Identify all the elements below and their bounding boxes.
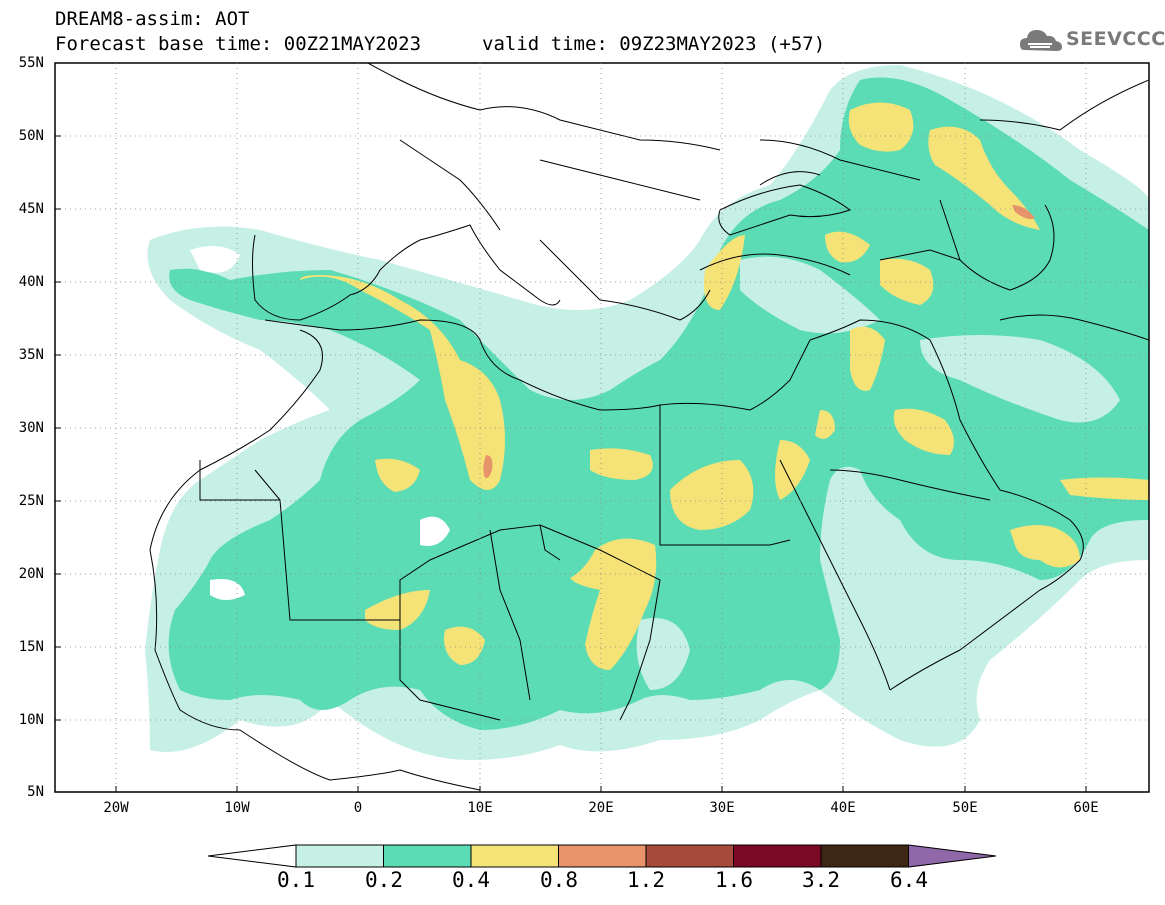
- lon-label: 20W: [103, 800, 129, 816]
- lat-label: 35N: [18, 347, 44, 363]
- valid-time: valid time: 09Z23MAY2023 (+57): [482, 33, 826, 55]
- colorbar-bin: [733, 844, 822, 868]
- coastline-borders: [149, 63, 1149, 791]
- colorbar-bin: [470, 844, 559, 868]
- colorbar-under-arrow: [207, 844, 297, 868]
- lat-label: 40N: [18, 274, 44, 290]
- cloud-icon: [1020, 30, 1062, 51]
- aot-clear-area: [740, 256, 880, 334]
- lat-label: 55N: [18, 55, 44, 71]
- aot-clear-area: [420, 516, 450, 546]
- lon-label: 30E: [709, 800, 735, 816]
- colorbar-bin: [820, 844, 909, 868]
- colorbar-label: 6.4: [890, 868, 928, 892]
- aot-clear-area: [636, 618, 690, 690]
- lat-label: 10N: [18, 712, 44, 728]
- lat-label: 50N: [18, 128, 44, 144]
- colorbar-label: 1.2: [627, 868, 665, 892]
- colorbar-label: 1.6: [715, 868, 753, 892]
- axis-ticks: [55, 62, 1087, 793]
- colorbar-bin: [295, 844, 384, 868]
- aot-contour-0.2: [168, 77, 1149, 730]
- aot-clear-area: [920, 335, 1120, 423]
- lat-label: 25N: [18, 493, 44, 509]
- colorbar-label: 0.8: [540, 868, 578, 892]
- lon-label: 10E: [467, 800, 493, 816]
- colorbar-bin: [645, 844, 734, 868]
- colorbar: [207, 844, 997, 868]
- lat-label: 5N: [27, 784, 44, 800]
- lon-label: 10W: [224, 800, 250, 816]
- lat-label: 15N: [18, 639, 44, 655]
- aot-clear-area: [190, 246, 240, 273]
- lat-label: 45N: [18, 201, 44, 217]
- lon-label: 20E: [588, 800, 614, 816]
- logo-text: SEEVCCC: [1066, 28, 1165, 50]
- colorbar-bin: [383, 844, 472, 868]
- lat-label: 20N: [18, 566, 44, 582]
- colorbar-over-arrow: [908, 844, 997, 868]
- aot-field: [55, 63, 1149, 792]
- colorbar-label: 0.1: [277, 868, 315, 892]
- colorbar-bin: [558, 844, 647, 868]
- lon-label: 50E: [952, 800, 978, 816]
- lon-label: 40E: [830, 800, 856, 816]
- lon-label: 0: [353, 800, 363, 816]
- aot-clear-area: [880, 560, 960, 652]
- colorbar-label: 0.4: [452, 868, 490, 892]
- aot-clear-area: [210, 579, 245, 600]
- aot-contour-0.8: [483, 205, 1035, 478]
- lat-label: 30N: [18, 420, 44, 436]
- colorbar-label: 3.2: [802, 868, 840, 892]
- colorbar-label: 0.2: [365, 868, 403, 892]
- lon-label: 60E: [1073, 800, 1099, 816]
- map-title: DREAM8-assim: AOT: [55, 8, 250, 30]
- forecast-base-time: Forecast base time: 00Z21MAY2023: [55, 33, 422, 55]
